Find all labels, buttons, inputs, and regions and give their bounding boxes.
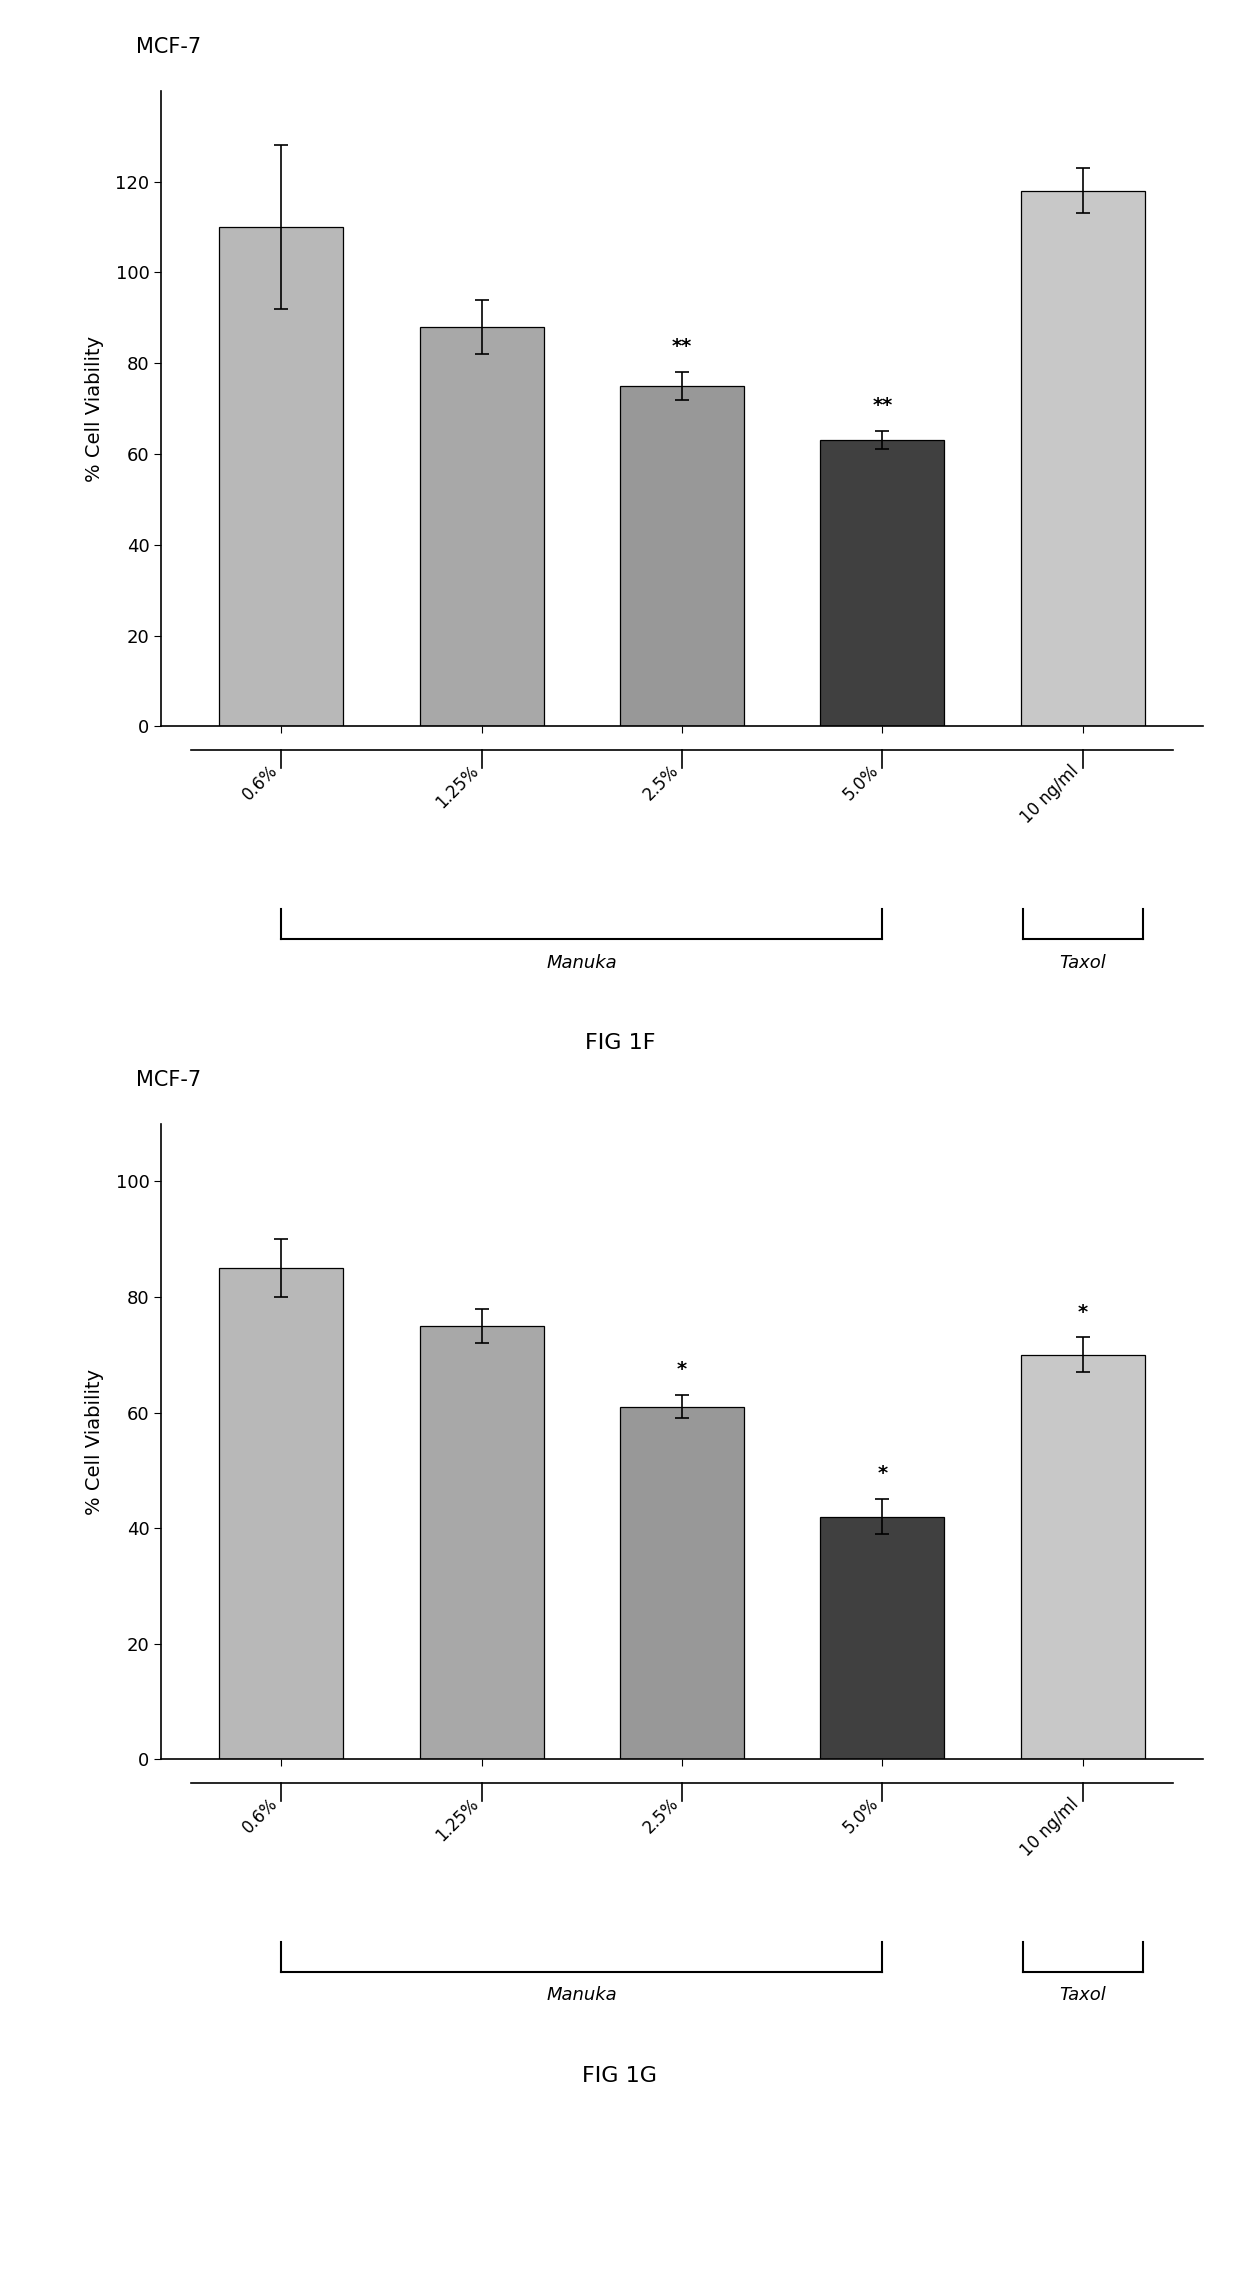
Bar [820,440,945,726]
Text: **: ** [672,338,692,356]
Text: MCF-7: MCF-7 [136,36,202,57]
Text: 10 ng/ml: 10 ng/ml [1018,1796,1083,1859]
Text: 0.6%: 0.6% [239,1796,281,1836]
Text: 1.25%: 1.25% [432,763,481,813]
Text: *: * [1078,1303,1087,1321]
Bar [419,327,544,726]
Y-axis label: % Cell Viability: % Cell Viability [86,336,104,481]
Text: FIG 1F: FIG 1F [585,1033,655,1053]
Bar [820,1516,945,1759]
Bar [620,1407,744,1759]
Bar [419,1326,544,1759]
Text: 1.25%: 1.25% [432,1796,481,1846]
Text: **: ** [872,397,893,415]
Text: 5.0%: 5.0% [839,1796,883,1836]
Bar [219,227,343,726]
Text: *: * [677,1360,687,1380]
Text: 10 ng/ml: 10 ng/ml [1018,763,1083,826]
Text: Manuka: Manuka [547,1986,618,2004]
Text: 2.5%: 2.5% [640,1796,682,1836]
Text: MCF-7: MCF-7 [136,1069,202,1090]
Bar [620,386,744,726]
Text: 0.6%: 0.6% [239,763,281,804]
Bar [219,1269,343,1759]
Bar [1021,191,1145,726]
Bar [1021,1355,1145,1759]
Y-axis label: % Cell Viability: % Cell Viability [86,1369,104,1514]
Text: 5.0%: 5.0% [839,763,883,804]
Text: 2.5%: 2.5% [640,763,682,804]
Text: FIG 1G: FIG 1G [583,2066,657,2086]
Text: *: * [877,1464,888,1482]
Text: Taxol: Taxol [1059,1986,1106,2004]
Text: Manuka: Manuka [547,953,618,972]
Text: Taxol: Taxol [1059,953,1106,972]
